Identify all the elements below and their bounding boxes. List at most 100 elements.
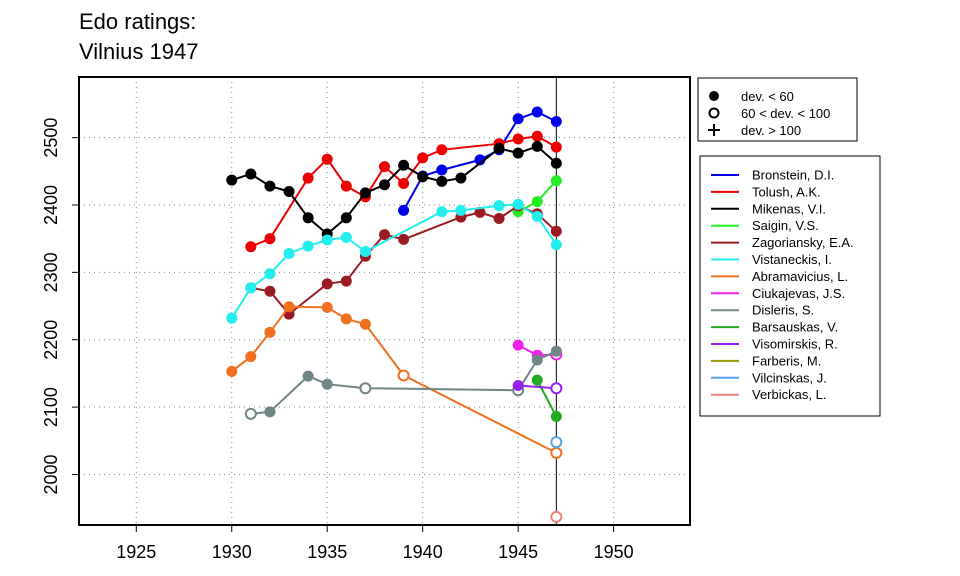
data-point (245, 351, 257, 363)
x-tick-label: 1930 (212, 542, 252, 562)
legend-label: Farberis, M. (752, 353, 821, 368)
series-line (250, 135, 557, 248)
data-point (493, 200, 505, 212)
data-point (550, 141, 562, 153)
legend-label: Tolush, A.K. (752, 184, 821, 199)
data-point-open (550, 382, 563, 395)
y-tick-label: 2500 (41, 118, 61, 158)
marker-legend: dev. < 60 60 < dev. < 100 dev. > 100 (697, 77, 858, 142)
data-point (245, 282, 257, 294)
data-point (302, 370, 314, 382)
marker-legend-label: dev. > 100 (741, 123, 801, 138)
y-tick-label: 2400 (41, 185, 61, 225)
data-point (359, 187, 371, 199)
series-13 (550, 510, 563, 523)
data-point-open (244, 407, 257, 420)
series-legend-box (699, 155, 881, 417)
data-point (474, 154, 486, 166)
data-point (321, 234, 333, 246)
data-point (283, 248, 295, 260)
series-line (231, 305, 557, 454)
data-point (340, 212, 352, 224)
legend-label: Saigin, V.S. (752, 218, 819, 233)
data-point (436, 206, 448, 218)
data-point (474, 206, 486, 218)
data-point (245, 241, 257, 253)
legend-label: Vilcinskas, J. (752, 370, 827, 385)
data-point (359, 318, 371, 330)
series-10 (512, 380, 563, 395)
data-point (302, 212, 314, 224)
chart-title-line-2: Vilnius 1947 (79, 39, 199, 64)
legend-label: Vistaneckis, I. (752, 252, 832, 267)
data-point (302, 240, 314, 252)
data-point (264, 326, 276, 338)
data-point (340, 275, 352, 287)
series-line (250, 350, 557, 415)
series-5 (226, 198, 562, 324)
data-point-open (550, 510, 563, 523)
data-point (321, 153, 333, 165)
data-point (226, 312, 238, 324)
data-point (264, 233, 276, 245)
x-tick-label: 1940 (403, 542, 443, 562)
data-point (283, 301, 295, 313)
data-point (321, 301, 333, 313)
data-point (283, 186, 295, 198)
legend-label: Disleris, S. (752, 303, 814, 318)
data-point (340, 180, 352, 192)
data-point (531, 196, 543, 208)
data-point (512, 113, 524, 125)
series-2 (226, 140, 562, 240)
data-point (550, 345, 562, 357)
data-point (550, 225, 562, 237)
legend-label: Verbickas, L. (752, 387, 826, 402)
series-line (250, 204, 557, 316)
data-point (455, 204, 467, 216)
data-point (531, 354, 543, 366)
data-point (264, 180, 276, 192)
data-point (340, 313, 352, 325)
marker-legend-box (697, 77, 858, 142)
data-point (436, 164, 448, 176)
legend-label: Ciukajevas, J.S. (752, 286, 845, 301)
plot-frame (78, 76, 691, 526)
open-circle-icon (708, 107, 720, 119)
series-8 (244, 345, 562, 420)
y-tick-label: 2200 (41, 320, 61, 360)
data-point (512, 339, 524, 351)
data-point (398, 177, 410, 189)
data-point-open (550, 436, 563, 449)
legend-label: Zagoriansky, E.A. (752, 235, 854, 250)
marker-legend-label: dev. < 60 (741, 89, 794, 104)
series-9 (531, 374, 562, 423)
data-point (417, 152, 429, 164)
data-point (264, 268, 276, 280)
legend-label: Bronstein, D.I. (752, 168, 834, 183)
data-point (512, 147, 524, 159)
x-tick-label: 1935 (307, 542, 347, 562)
series-12 (550, 436, 563, 449)
legend-label: Mikenas, V.I. (752, 201, 826, 216)
data-point (531, 130, 543, 142)
y-tick-label: 2100 (41, 387, 61, 427)
series-lines (226, 106, 563, 523)
filled-circle-icon (709, 91, 719, 101)
data-point (550, 175, 562, 187)
data-point (550, 115, 562, 127)
data-point (245, 168, 257, 180)
data-point-open (550, 446, 563, 459)
legend-label: Visomirskis, R. (752, 337, 838, 352)
data-point (321, 378, 333, 390)
data-point (436, 175, 448, 187)
data-point (398, 159, 410, 171)
x-tick-label: 1945 (498, 542, 538, 562)
data-point (550, 157, 562, 169)
data-point-open (359, 382, 372, 395)
x-tick-label: 1925 (116, 542, 156, 562)
chart-title-line-1: Edo ratings: (79, 9, 197, 34)
data-point (493, 142, 505, 154)
data-point (340, 231, 352, 243)
data-point (531, 374, 543, 386)
